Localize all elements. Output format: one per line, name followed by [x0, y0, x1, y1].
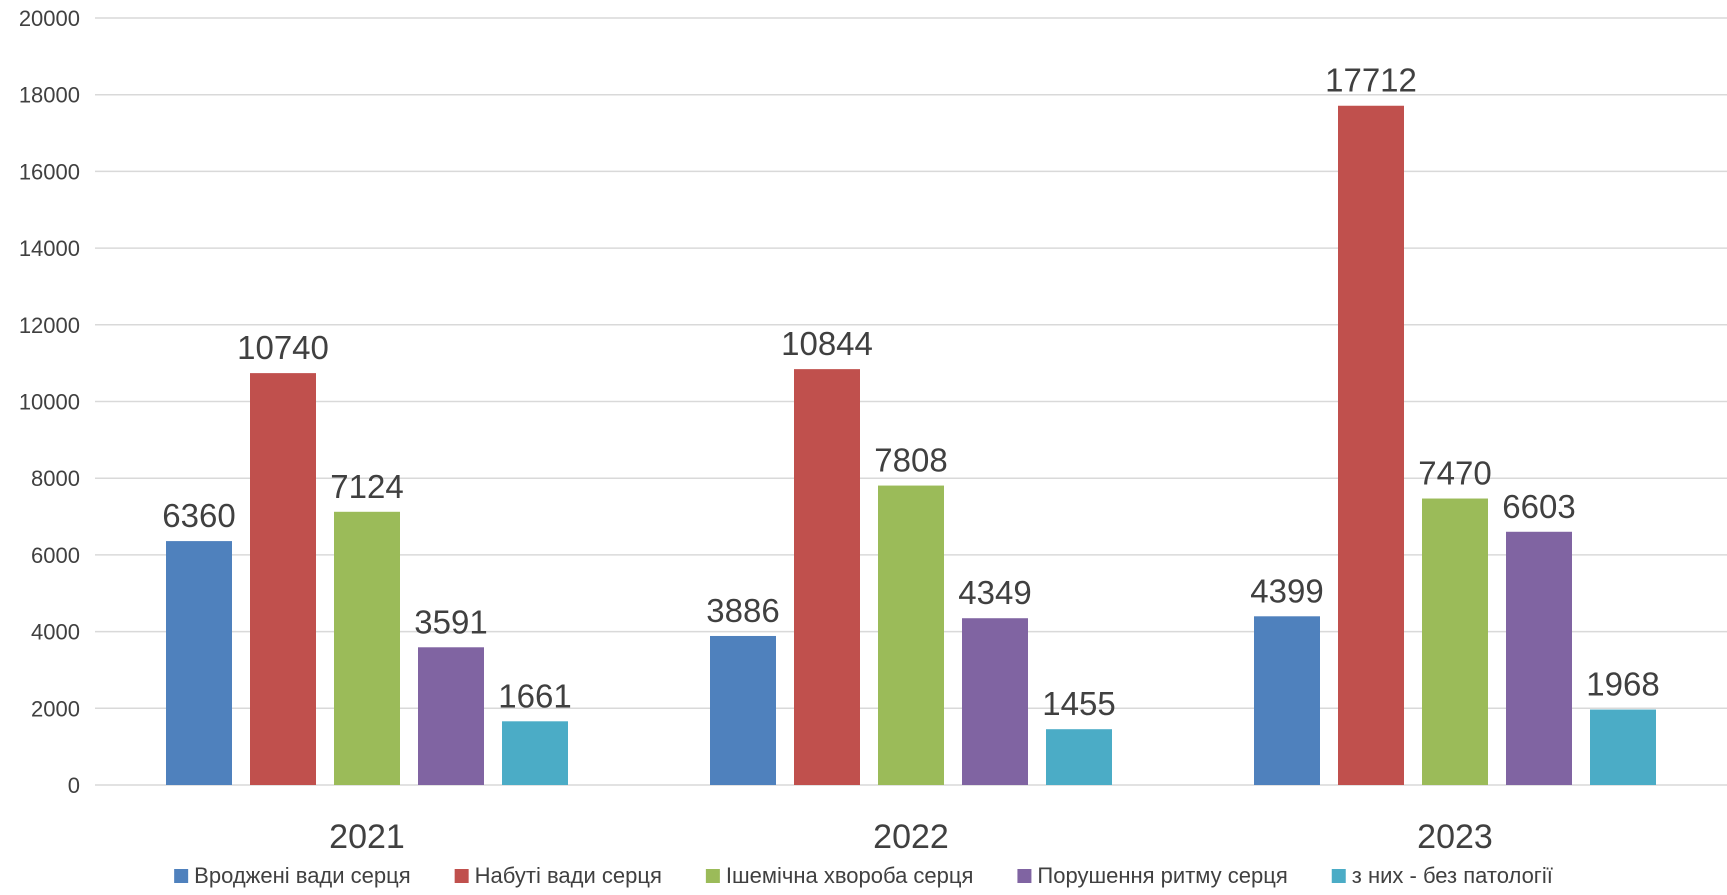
- y-tick-label: 8000: [31, 466, 80, 491]
- legend-label: Набуті вади серця: [475, 863, 662, 888]
- data-label: 6360: [162, 497, 235, 534]
- legend-label: Порушення ритму серця: [1037, 863, 1287, 888]
- legend-swatch: [174, 869, 189, 883]
- data-label: 7124: [330, 468, 403, 505]
- data-label: 1455: [1042, 685, 1115, 722]
- x-tick-label: 2021: [329, 818, 405, 856]
- legend-swatch: [454, 869, 469, 883]
- bar: [1254, 616, 1320, 785]
- data-label: 17712: [1325, 62, 1417, 99]
- data-label: 4349: [958, 574, 1031, 611]
- legend-swatch: [1017, 869, 1032, 883]
- legend-swatch: [705, 869, 720, 883]
- bar: [878, 485, 944, 785]
- y-tick-label: 10000: [19, 390, 80, 415]
- y-tick-label: 20000: [19, 6, 80, 31]
- legend-label: Вроджені вади серця: [194, 863, 411, 888]
- bar: [794, 369, 860, 785]
- legend-item: Вроджені вади серця: [174, 863, 411, 888]
- bar: [1422, 498, 1488, 785]
- x-tick-label: 2022: [873, 818, 949, 856]
- legend-item: Ішемічна хвороба серця: [705, 863, 974, 888]
- y-tick-label: 12000: [19, 313, 80, 338]
- legend-item: Порушення ритму серця: [1017, 863, 1288, 888]
- legend-item: з них - без патології: [1331, 863, 1553, 888]
- legend-label: з них - без патології: [1352, 863, 1553, 888]
- y-tick-label: 14000: [19, 236, 80, 261]
- bar: [1590, 709, 1656, 785]
- data-label: 10844: [781, 325, 873, 362]
- data-label: 3591: [414, 603, 487, 640]
- bar: [1506, 531, 1572, 785]
- x-tick-label: 2023: [1417, 818, 1493, 856]
- data-labels: 6360 10740 7124 3591 1661 3886 10844 7808 4349 14…: [162, 62, 1659, 722]
- bar: [334, 511, 400, 785]
- bar: [1338, 105, 1404, 785]
- y-tick-label: 6000: [31, 543, 80, 568]
- legend-label: Ішемічна хвороба серця: [726, 863, 974, 888]
- data-label: 7470: [1418, 455, 1491, 492]
- legend-item: Набуті вади серця: [454, 863, 662, 888]
- bar: [250, 373, 316, 785]
- data-label: 1968: [1586, 666, 1659, 703]
- y-tick-label: 4000: [31, 620, 80, 645]
- bar: [418, 647, 484, 785]
- y-tick-label: 2000: [31, 696, 80, 721]
- bar: [1046, 729, 1112, 785]
- data-label: 7808: [874, 442, 947, 479]
- data-label: 6603: [1502, 488, 1575, 525]
- y-tick-label: 16000: [19, 159, 80, 184]
- data-label: 3886: [706, 592, 779, 629]
- x-axis-ticks: 2021 2022 2023: [329, 818, 1493, 856]
- legend-swatch: [1331, 869, 1346, 883]
- bar: [166, 541, 232, 785]
- data-label: 4399: [1250, 572, 1323, 609]
- data-label: 10740: [237, 329, 329, 366]
- bar: [962, 618, 1028, 785]
- y-tick-label: 0: [68, 773, 80, 798]
- legend: Вроджені вади серця Набуті вади серця Ішем…: [174, 863, 1553, 888]
- bar: [710, 635, 776, 785]
- bar: [502, 721, 568, 785]
- y-axis-ticks: 0 2000 4000 6000 8000 10000 12000 14000 16000 180…: [19, 6, 80, 798]
- bars: [166, 105, 1656, 785]
- y-tick-label: 18000: [19, 83, 80, 108]
- data-label: 1661: [498, 677, 571, 714]
